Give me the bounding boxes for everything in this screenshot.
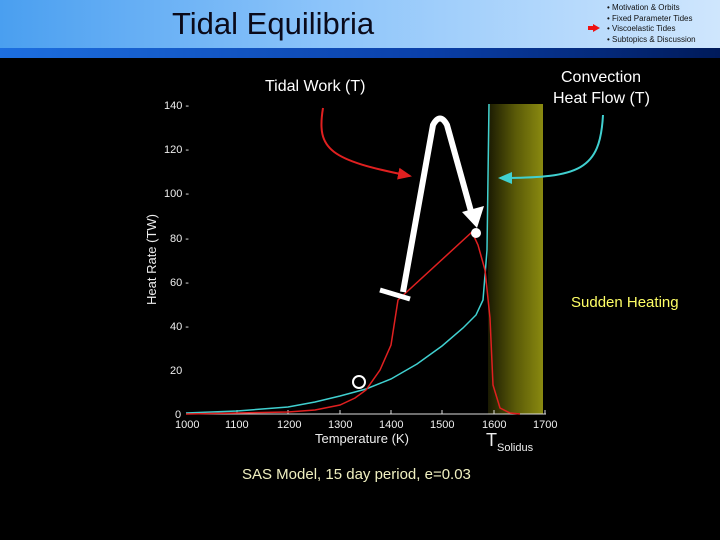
svg-text:20: 20: [170, 365, 182, 377]
y-axis-label: Heat Rate (TW): [144, 214, 159, 305]
y-tick-labels: 140 - 120 - 100 - 80 - 60 - 40 - 20 0: [164, 100, 189, 421]
header-divider-bar: [0, 48, 720, 58]
svg-text:1500: 1500: [430, 419, 454, 431]
convection-label-line1: Convection: [561, 69, 642, 86]
tidal-work-pointer-arrow: [320, 107, 412, 180]
solidus-band: [488, 104, 543, 414]
svg-text:1200: 1200: [277, 419, 301, 431]
svg-text:60 -: 60 -: [170, 277, 189, 289]
svg-text:100 -: 100 -: [164, 188, 189, 200]
svg-text:40 -: 40 -: [170, 321, 189, 333]
sudden-heating-arrow: [400, 115, 475, 293]
svg-text:1100: 1100: [225, 419, 249, 431]
svg-text:80 -: 80 -: [170, 233, 189, 245]
nav-item-fixed-parameter[interactable]: • Fixed Parameter Tides: [607, 13, 693, 23]
slide-title: Tidal Equilibria: [172, 6, 375, 41]
sudden-heating-label: Sudden Heating: [571, 294, 679, 311]
equilibrium-filled-circle: [471, 228, 481, 238]
x-tick-labels: 1000 1100 1200 1300 1400 1500 1600 1700: [175, 419, 557, 431]
slide-header: [0, 0, 720, 48]
convection-pointer-arrow: [498, 114, 604, 184]
convection-label-line2: Heat Flow (T): [553, 90, 650, 107]
nav-item-subtopics[interactable]: • Subtopics & Discussion: [607, 34, 696, 44]
current-section-arrow-icon: [588, 24, 600, 32]
stable-equilibrium-open-circle: [352, 375, 366, 389]
svg-text:1000: 1000: [175, 419, 199, 431]
model-caption: SAS Model, 15 day period, e=0.03: [242, 466, 471, 483]
t-solidus-label: TSolidus: [486, 430, 533, 454]
svg-text:1600: 1600: [482, 419, 506, 431]
tidal-work-curve: [185, 230, 521, 415]
section-nav: • Motivation & Orbits • Fixed Parameter …: [607, 3, 696, 45]
svg-text:140 -: 140 -: [164, 100, 189, 112]
arrow-tail-bar: [379, 287, 411, 302]
sudden-heating-arrowhead-icon: [462, 206, 484, 228]
svg-text:0: 0: [175, 409, 181, 421]
t-solidus-sub: Solidus: [497, 442, 534, 454]
x-axis-label: Temperature (K): [315, 431, 409, 446]
nav-item-motivation[interactable]: • Motivation & Orbits: [607, 3, 680, 12]
svg-text:1400: 1400: [379, 419, 403, 431]
convection-curve: [185, 103, 490, 414]
svg-text:1300: 1300: [328, 419, 352, 431]
nav-item-viscoelastic[interactable]: • Viscoelastic Tides: [607, 24, 676, 33]
svg-text:1700: 1700: [533, 419, 557, 431]
svg-text:120 -: 120 -: [164, 144, 189, 156]
t-solidus-main: T: [486, 430, 497, 450]
tidal-work-label: Tidal Work (T): [265, 78, 366, 95]
